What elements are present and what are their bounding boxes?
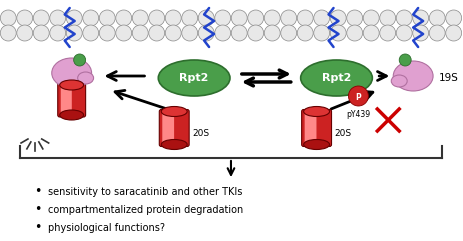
Ellipse shape [158,60,230,96]
Circle shape [379,10,395,26]
Text: 20S: 20S [334,128,351,138]
Ellipse shape [161,140,187,149]
Ellipse shape [60,80,83,90]
Circle shape [346,10,362,26]
Circle shape [247,10,263,26]
Circle shape [346,25,362,41]
Circle shape [264,25,280,41]
Text: •: • [34,221,41,234]
Circle shape [398,54,410,66]
Circle shape [280,10,296,26]
Circle shape [395,10,411,26]
Ellipse shape [300,60,371,96]
Circle shape [428,10,444,26]
Circle shape [280,25,296,41]
Circle shape [181,25,197,41]
Circle shape [132,10,148,26]
Circle shape [330,25,345,41]
Ellipse shape [303,107,329,116]
Circle shape [66,25,82,41]
Circle shape [116,10,131,26]
Circle shape [50,25,66,41]
Ellipse shape [161,107,187,116]
Circle shape [247,25,263,41]
Ellipse shape [60,110,83,120]
Circle shape [0,25,16,41]
Circle shape [17,10,32,26]
Circle shape [379,25,395,41]
Circle shape [363,10,378,26]
FancyBboxPatch shape [301,109,331,147]
FancyBboxPatch shape [159,109,189,147]
FancyBboxPatch shape [162,114,174,142]
Circle shape [428,25,444,41]
Ellipse shape [52,58,91,88]
Text: P: P [355,93,361,101]
Circle shape [33,25,49,41]
Circle shape [412,25,428,41]
Circle shape [149,10,164,26]
Circle shape [395,25,411,41]
Ellipse shape [77,72,94,84]
Circle shape [313,25,329,41]
Circle shape [231,10,247,26]
Circle shape [181,10,197,26]
Circle shape [17,25,32,41]
Circle shape [297,10,313,26]
Ellipse shape [393,61,432,91]
Circle shape [165,10,181,26]
Text: 20S: 20S [192,128,209,138]
Circle shape [348,86,368,106]
Circle shape [445,10,461,26]
Circle shape [0,10,16,26]
Circle shape [82,10,99,26]
Circle shape [149,25,164,41]
Circle shape [313,10,329,26]
Circle shape [445,25,461,41]
Circle shape [412,10,428,26]
FancyBboxPatch shape [61,87,72,113]
Text: Rpt2: Rpt2 [321,73,350,83]
Circle shape [165,25,181,41]
Circle shape [99,25,115,41]
Text: sensitivity to saracatinib and other TKIs: sensitivity to saracatinib and other TKI… [48,187,242,197]
Text: physiological functions?: physiological functions? [48,223,164,233]
Text: Rpt2: Rpt2 [179,73,208,83]
Text: pY439: pY439 [345,110,369,119]
FancyBboxPatch shape [304,114,316,142]
Circle shape [297,25,313,41]
Circle shape [330,10,345,26]
Text: compartmentalized protein degradation: compartmentalized protein degradation [48,205,243,215]
Circle shape [231,25,247,41]
Text: •: • [34,186,41,199]
Circle shape [50,10,66,26]
Text: •: • [34,203,41,216]
Circle shape [214,10,230,26]
Circle shape [214,25,230,41]
Circle shape [198,10,214,26]
Ellipse shape [390,75,407,87]
FancyBboxPatch shape [57,83,86,117]
Circle shape [116,25,131,41]
Circle shape [99,10,115,26]
Circle shape [363,25,378,41]
Circle shape [33,10,49,26]
Circle shape [66,10,82,26]
Ellipse shape [303,140,329,149]
Text: 19S: 19S [438,73,458,83]
Circle shape [74,54,86,66]
Circle shape [264,10,280,26]
Circle shape [82,25,99,41]
Circle shape [132,25,148,41]
Circle shape [198,25,214,41]
